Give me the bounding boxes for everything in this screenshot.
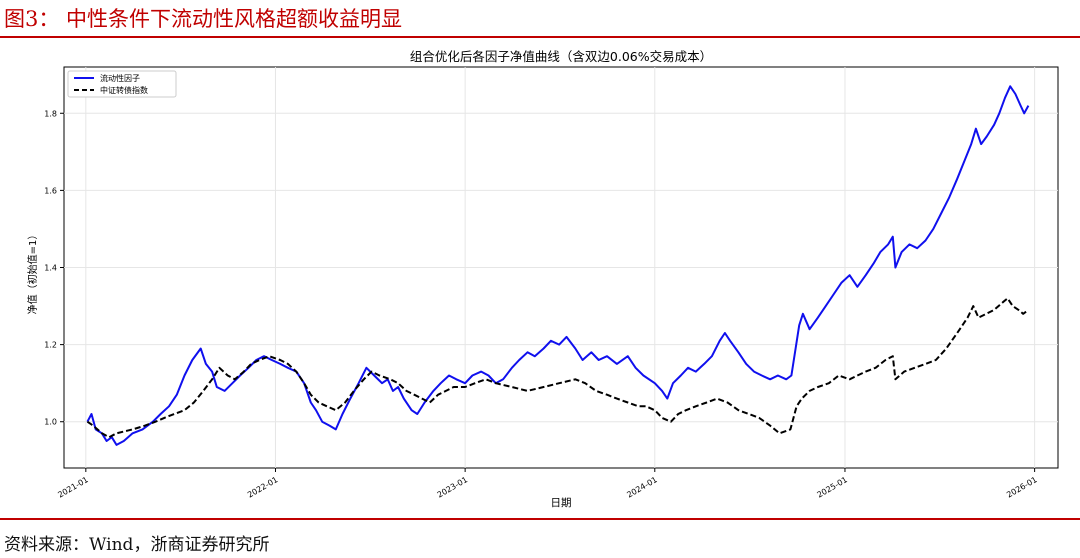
- x-tick-label: 2021-01: [56, 475, 89, 500]
- y-axis-label: 净值（初始值=1）: [26, 230, 39, 315]
- y-tick-label: 1.2: [44, 341, 57, 350]
- y-tick-label: 1.6: [44, 186, 57, 195]
- y-tick-label: 1.8: [44, 109, 57, 118]
- x-tick-label: 2026-01: [1005, 475, 1038, 500]
- x-tick-label: 2025-01: [816, 475, 849, 500]
- line-chart: 组合优化后各因子净值曲线（含双边0.06%交易成本） 1.0 1.2 1.4 1.6 1…: [26, 49, 1059, 509]
- x-tick-label: 2024-01: [625, 475, 658, 500]
- bottom-divider: [0, 518, 1080, 520]
- legend-label-factor: 流动性因子: [100, 73, 140, 83]
- legend: 流动性因子 中证转债指数: [67, 70, 177, 98]
- x-axis-label: 日期: [551, 497, 572, 509]
- source-note: 资料来源：Wind，浙商证券研究所: [4, 535, 270, 555]
- top-divider: [0, 36, 1080, 38]
- y-tick-label: 1.0: [44, 418, 57, 427]
- y-tick-label: 1.4: [44, 264, 57, 273]
- chart-title: 组合优化后各因子净值曲线（含双边0.06%交易成本）: [410, 49, 712, 64]
- legend-box: [67, 70, 177, 98]
- series-line-0: [86, 85, 1030, 446]
- x-tick-label: 2023-01: [436, 475, 469, 500]
- series-layer: [86, 85, 1030, 446]
- x-tick-label: 2022-01: [246, 475, 279, 500]
- figure-title: 图3： 中性条件下流动性风格超额收益明显: [4, 7, 403, 31]
- legend-label-index: 中证转债指数: [100, 85, 148, 95]
- grid: [64, 67, 1058, 468]
